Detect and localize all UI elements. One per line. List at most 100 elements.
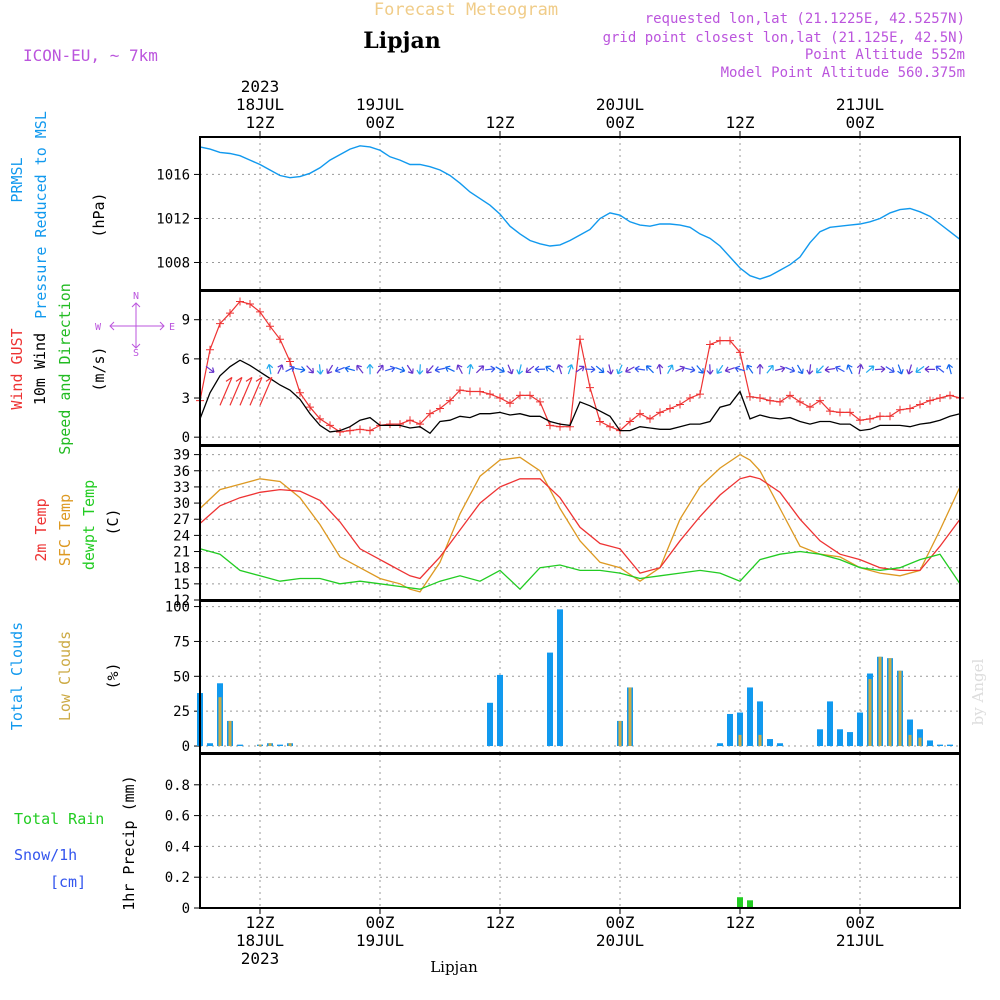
model-point-altitude: Model Point Altitude 560.375m	[721, 65, 965, 81]
wind-direction-arrow-icon	[915, 365, 925, 373]
wind-direction-arrow-icon	[766, 364, 774, 374]
wind-direction-arrow-icon	[444, 365, 455, 372]
temp-2m-series-line	[199, 475, 961, 580]
model-label: ICON-EU, ~ 7km	[23, 46, 158, 65]
wind-direction-arrow-icon	[616, 364, 623, 375]
wind-direction-arrow-icon	[706, 364, 714, 375]
wind-gust-point	[366, 426, 374, 435]
y-tick-label: 12	[173, 593, 190, 609]
wind-direction-arrow-icon	[625, 366, 635, 374]
requested-coordinates: requested lon,lat (21.1225E, 42.5257N)	[645, 11, 965, 27]
y-tick-label: 3	[182, 391, 190, 407]
total-clouds-bar	[847, 732, 853, 747]
snow-label: Snow/1h	[14, 846, 77, 864]
wind-gust-point	[216, 319, 224, 328]
y-tick-label: 21	[173, 545, 190, 561]
wind-direction-arrow-icon	[416, 364, 424, 375]
y-tick-label: 30	[173, 496, 190, 512]
product-title: Forecast Meteogram	[374, 0, 558, 20]
wind-direction-arrow-icon	[606, 364, 614, 375]
dewpoint-series-line	[199, 548, 961, 591]
compass-north: N	[133, 291, 139, 302]
wind-direction-arrow-icon	[796, 364, 804, 375]
wind-gust-point	[896, 405, 904, 414]
precip-panel: 0 0.2 0.4 0.6 0.8	[165, 753, 961, 917]
wind-direction-arrow-icon	[874, 365, 886, 373]
bottom-tick-label: 18JUL	[236, 931, 284, 950]
y-tick-label: 1016	[156, 167, 190, 183]
low-clouds-bar	[218, 697, 222, 747]
wind-direction-arrow-icon	[406, 364, 414, 375]
wind-gust-point	[716, 336, 724, 345]
wind-gust-point	[726, 336, 734, 345]
compass-south: S	[133, 348, 139, 359]
wind-direction-arrow-icon	[946, 364, 954, 375]
bottom-tick-label: 00Z	[366, 913, 395, 932]
low-clouds-bar	[898, 670, 902, 747]
wind-direction-arrow-icon	[897, 364, 904, 375]
low-clouds-bar	[228, 720, 232, 747]
total-clouds-bar	[857, 712, 863, 747]
wind-gust-point	[296, 388, 304, 397]
wind-panel: 0 3 6 9	[182, 290, 964, 446]
temp-sfc-label: SFC Temp	[56, 494, 74, 566]
top-tick-label: 00Z	[846, 113, 875, 132]
location-title: Lipjan	[363, 28, 440, 54]
bottom-tick-label: 19JUL	[356, 931, 404, 950]
top-tick-label: 21JUL	[836, 95, 884, 114]
wind-gust-point	[886, 412, 894, 421]
wind-direction-arrow-icon	[294, 366, 306, 373]
top-tick-label: 00Z	[606, 113, 635, 132]
y-tick-label: 0.2	[165, 870, 190, 886]
total-clouds-bar	[927, 740, 933, 747]
y-tick-label: 1012	[156, 211, 190, 227]
low-clouds-bar	[758, 734, 762, 747]
wind-direction-arrow-icon	[495, 366, 505, 373]
wind-direction-arrow-icon	[475, 365, 485, 374]
precip-panel-frame	[199, 753, 961, 909]
wind-gust-point	[946, 391, 954, 400]
compass-rose: N S W E	[95, 291, 175, 359]
wind-direction-arrow-icon	[634, 365, 646, 373]
wind-gust-point	[816, 396, 824, 405]
pressure-unit: (hPa)	[90, 192, 108, 237]
low-clouds-bar	[868, 679, 872, 747]
wind-gust-point	[586, 383, 594, 392]
wind-gust-point	[546, 421, 554, 430]
wind-gust-point	[916, 400, 924, 409]
total-clouds-bar	[747, 687, 753, 747]
wind-gust-point	[486, 390, 494, 399]
wind-gust-point	[856, 416, 864, 425]
top-tick-label: 20JUL	[596, 95, 644, 114]
wind-gust-point	[936, 394, 944, 403]
wind-gust-point	[286, 357, 294, 366]
y-tick-label: 100	[165, 600, 190, 616]
wind-direction-arrow-icon	[434, 366, 446, 373]
wind-gust-point	[426, 409, 434, 418]
point-altitude: Point Altitude 552m	[805, 47, 965, 63]
wind-direction-arrow-icon	[785, 366, 796, 374]
wind-gust-point	[746, 392, 754, 401]
wind-direction-arrow-icon	[595, 365, 605, 374]
wind-gust-point	[356, 425, 364, 434]
wind-gust-point	[866, 414, 874, 423]
wind-direction-arrow-icon	[567, 364, 574, 375]
total-rain-label: Total Rain	[14, 810, 104, 828]
wind-gust-point	[476, 387, 484, 396]
total-clouds-bar	[817, 729, 823, 747]
wind-gust-point	[396, 420, 404, 429]
temp-2m-label: 2m Temp	[32, 498, 50, 561]
y-tick-label: 15	[173, 577, 190, 593]
wind-direction-arrow-icon	[584, 365, 596, 373]
wind-gust-point	[826, 407, 834, 416]
total-clouds-bar	[487, 702, 493, 747]
total-clouds-label: Total Clouds	[8, 622, 26, 730]
y-tick-label: 36	[173, 464, 190, 480]
y-tick-label: 0.8	[165, 778, 190, 794]
wind-direction-arrow-icon	[696, 365, 704, 374]
bottom-tick-label: 12Z	[486, 913, 515, 932]
footer-location: Lipjan	[430, 958, 478, 976]
wind-direction-arrow-icon	[675, 365, 686, 372]
wind-gust-point	[336, 427, 344, 436]
y-tick-label: 75	[173, 634, 190, 650]
